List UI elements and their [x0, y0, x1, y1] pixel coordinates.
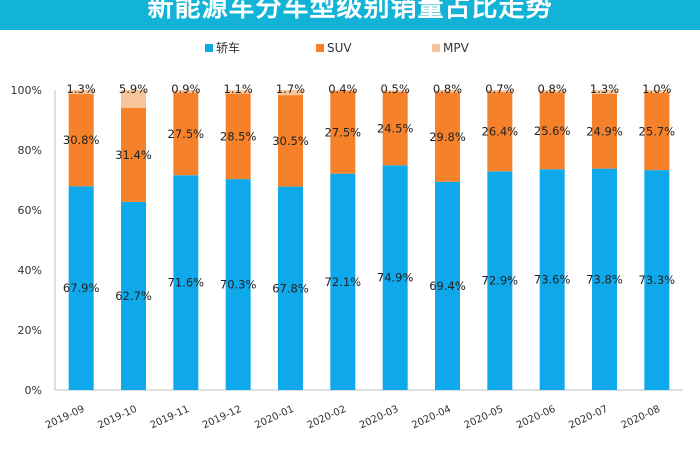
bar-segment: [330, 90, 356, 92]
data-label: 73.8%: [586, 272, 623, 286]
bar-segment: [68, 186, 94, 390]
data-label: 30.8%: [63, 133, 100, 147]
x-tick-label: 2020-05: [463, 404, 506, 432]
data-label: 25.7%: [639, 125, 676, 139]
legend-swatch: [432, 44, 440, 52]
bar-segment: [278, 90, 303, 96]
bar-segment: [539, 90, 565, 93]
bar-segment: [225, 179, 251, 390]
bar-segment: [487, 171, 513, 390]
bar-segment: [330, 91, 356, 174]
legend-swatch: [205, 44, 213, 52]
data-label: 1.3%: [67, 82, 96, 96]
data-label: 28.5%: [220, 129, 257, 143]
data-label: 72.1%: [325, 275, 362, 289]
data-label: 0.8%: [433, 82, 462, 96]
data-label: 26.4%: [482, 125, 519, 139]
data-label: 24.5%: [377, 122, 414, 136]
x-tick-label: 2020-04: [410, 404, 453, 432]
y-tick-label: 40%: [18, 264, 42, 277]
bar-segment: [435, 90, 460, 93]
bar-segment: [225, 90, 251, 94]
data-label: 1.3%: [590, 82, 619, 96]
bar-segment: [644, 93, 670, 171]
bar-segment: [644, 170, 670, 390]
data-label: 72.9%: [482, 274, 519, 288]
title-bar: 新能源车分车型级别销量占比走势: [0, 0, 700, 30]
data-label: 0.5%: [381, 82, 410, 96]
data-label: 0.9%: [171, 82, 200, 96]
bar-segment: [121, 107, 146, 202]
legend-label: MPV: [443, 41, 470, 55]
bar-segment: [121, 90, 146, 108]
data-label: 30.5%: [272, 134, 309, 148]
data-label: 1.1%: [224, 82, 253, 96]
x-tick-label: 2020-02: [306, 404, 349, 432]
bar-segment: [487, 92, 513, 172]
bar-segment: [330, 173, 356, 390]
x-tick-label: 2019-09: [44, 404, 87, 432]
legend-swatch: [316, 44, 324, 52]
bar-segment: [173, 175, 199, 390]
y-tick-label: 100%: [11, 84, 42, 97]
data-label: 74.9%: [377, 271, 414, 285]
bar-segment: [278, 95, 303, 187]
bar-segment: [68, 93, 94, 187]
bar-segment: [487, 90, 513, 93]
bar-segment: [68, 90, 94, 94]
data-label: 27.5%: [325, 125, 362, 139]
x-tick-label: 2019-10: [96, 404, 139, 432]
data-label: 69.4%: [429, 279, 466, 293]
x-tick-label: 2020-07: [567, 404, 610, 432]
bar-segment: [278, 186, 303, 390]
data-label: 73.6%: [534, 273, 571, 287]
data-label: 73.3%: [639, 273, 676, 287]
x-tick-label: 2019-12: [201, 404, 244, 432]
data-label: 29.8%: [429, 130, 466, 144]
data-label: 0.7%: [485, 82, 514, 96]
legend-label: 轿车: [216, 40, 240, 55]
x-tick-label: 2020-01: [253, 404, 296, 432]
bar-segment: [539, 92, 565, 170]
data-label: 71.6%: [168, 276, 205, 290]
legend-label: SUV: [327, 41, 352, 55]
bar-segment: [435, 181, 460, 390]
bar-segment: [539, 169, 565, 390]
bar-segment: [225, 93, 251, 180]
data-label: 1.0%: [642, 82, 671, 96]
bar-segment: [121, 201, 146, 390]
bar-segment: [592, 93, 617, 169]
data-label: 67.9%: [63, 281, 100, 295]
x-tick-label: 2020-06: [515, 404, 558, 432]
data-label: 25.6%: [534, 124, 571, 138]
data-label: 67.8%: [272, 281, 309, 295]
bar-segment: [382, 90, 408, 92]
data-label: 0.8%: [538, 82, 567, 96]
y-tick-label: 20%: [18, 324, 42, 337]
bar-segment: [592, 90, 617, 94]
y-tick-label: 80%: [18, 144, 42, 157]
bar-segment: [644, 90, 670, 93]
y-tick-label: 0%: [25, 384, 42, 397]
data-label: 0.4%: [328, 82, 357, 96]
data-label: 5.9%: [119, 82, 148, 96]
x-tick-label: 2019-11: [149, 404, 192, 432]
data-label: 31.4%: [115, 148, 152, 162]
data-label: 1.7%: [276, 82, 305, 96]
chart-title: 新能源车分车型级别销量占比走势: [147, 0, 553, 23]
x-tick-label: 2020-03: [358, 404, 401, 432]
x-tick-label: 2020-08: [620, 404, 663, 432]
bar-segment: [382, 165, 408, 390]
data-label: 70.3%: [220, 278, 257, 292]
bar-segment: [592, 168, 617, 390]
bar-segment: [173, 92, 199, 176]
data-label: 27.5%: [168, 127, 205, 141]
y-tick-label: 60%: [18, 204, 42, 217]
bar-segment: [382, 91, 408, 166]
bar-segment: [173, 90, 199, 93]
data-label: 24.9%: [586, 124, 623, 138]
bar-segment: [435, 92, 460, 182]
data-label: 62.7%: [115, 289, 152, 303]
